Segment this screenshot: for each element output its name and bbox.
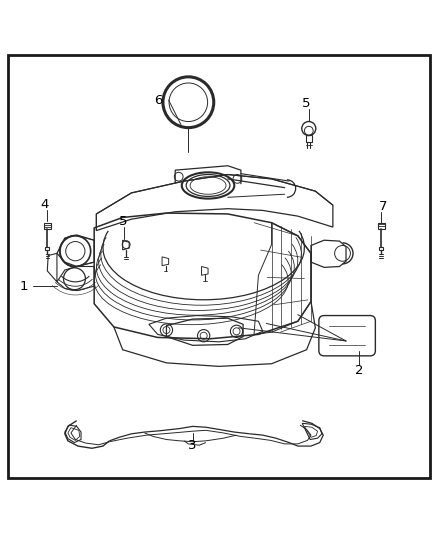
Text: 3: 3 (188, 439, 197, 451)
Text: 1: 1 (20, 280, 28, 293)
Text: 6: 6 (154, 94, 163, 107)
Text: 7: 7 (379, 199, 388, 213)
Text: 5: 5 (119, 215, 128, 228)
Text: 5: 5 (302, 97, 311, 110)
Text: 4: 4 (40, 198, 49, 211)
Text: 2: 2 (355, 364, 364, 377)
